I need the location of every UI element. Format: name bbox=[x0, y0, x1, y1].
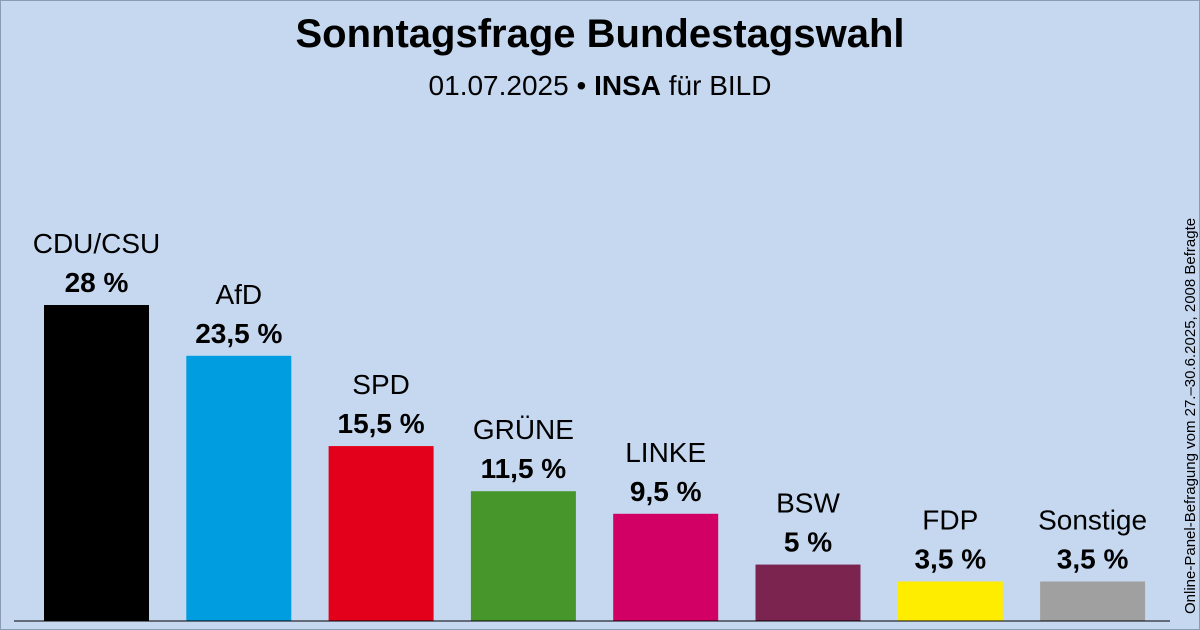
poll-institute: INSA bbox=[594, 70, 661, 101]
category-label-bsw: BSW bbox=[776, 488, 840, 519]
value-label-linke: 9,5 % bbox=[630, 476, 702, 507]
value-label-cdu-csu: 28 % bbox=[65, 267, 129, 298]
chart-title: Sonntagsfrage Bundestagswahl bbox=[295, 12, 905, 56]
bar-grüne bbox=[470, 491, 576, 621]
value-label-bsw: 5 % bbox=[784, 527, 832, 558]
value-label-sonstige: 3,5 % bbox=[1057, 544, 1129, 575]
category-label-cdu-csu: CDU/CSU bbox=[33, 228, 161, 259]
chart-subtitle: 01.07.2025 • INSA für BILD bbox=[0, 70, 1200, 102]
bar-spd bbox=[328, 446, 434, 621]
poll-client: für BILD bbox=[668, 70, 772, 101]
bar-afd bbox=[186, 355, 292, 621]
value-label-spd: 15,5 % bbox=[338, 408, 425, 439]
category-label-fdp: FDP bbox=[922, 505, 978, 536]
value-label-grüne: 11,5 % bbox=[481, 453, 567, 484]
bar-bsw bbox=[755, 564, 861, 621]
category-label-sonstige: Sonstige bbox=[1038, 505, 1147, 536]
value-label-afd: 23,5 % bbox=[195, 318, 282, 349]
value-label-fdp: 3,5 % bbox=[914, 544, 986, 575]
category-label-afd: AfD bbox=[215, 279, 262, 310]
poll-date: 01.07.2025 bbox=[428, 70, 569, 101]
category-label-spd: SPD bbox=[352, 369, 410, 400]
category-label-linke: LINKE bbox=[625, 437, 706, 468]
bar-fdp bbox=[897, 581, 1003, 621]
bar-sonstige bbox=[1040, 581, 1146, 621]
bars-group bbox=[44, 305, 1146, 621]
labels-group: 28 % CDU/CSU 23,5 % AfD 15,5 % SPD 11,5 % GRÜNE… bbox=[33, 228, 1147, 575]
bar-linke bbox=[613, 513, 719, 621]
category-label-grüne: GRÜNE bbox=[473, 414, 574, 445]
bar-cdu-csu bbox=[44, 305, 149, 621]
subtitle-separator: • bbox=[576, 70, 587, 101]
